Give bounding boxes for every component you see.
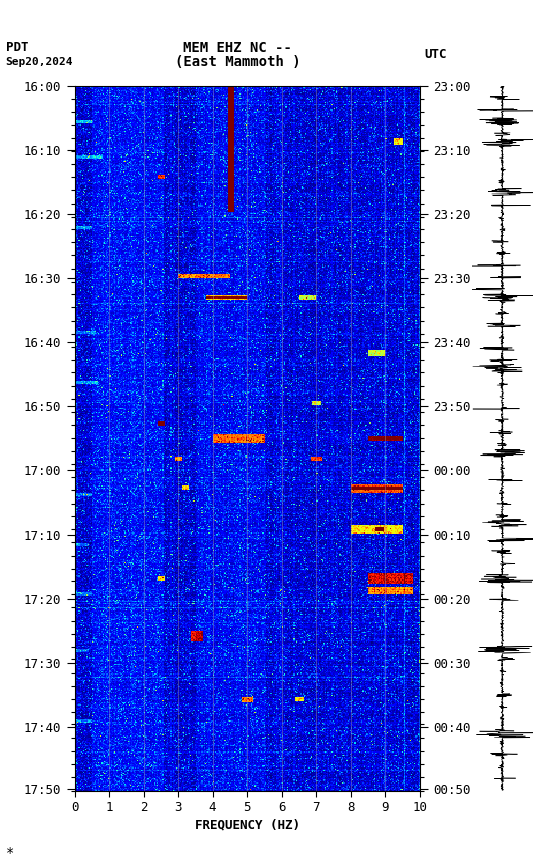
Text: PDT: PDT [6,41,28,54]
X-axis label: FREQUENCY (HZ): FREQUENCY (HZ) [194,818,300,831]
Text: (East Mammoth ): (East Mammoth ) [174,55,300,69]
Text: MEM EHZ NC --: MEM EHZ NC -- [183,41,292,54]
Text: Sep20,2024: Sep20,2024 [6,57,73,67]
Text: *: * [6,846,14,860]
Text: UTC: UTC [425,48,447,61]
